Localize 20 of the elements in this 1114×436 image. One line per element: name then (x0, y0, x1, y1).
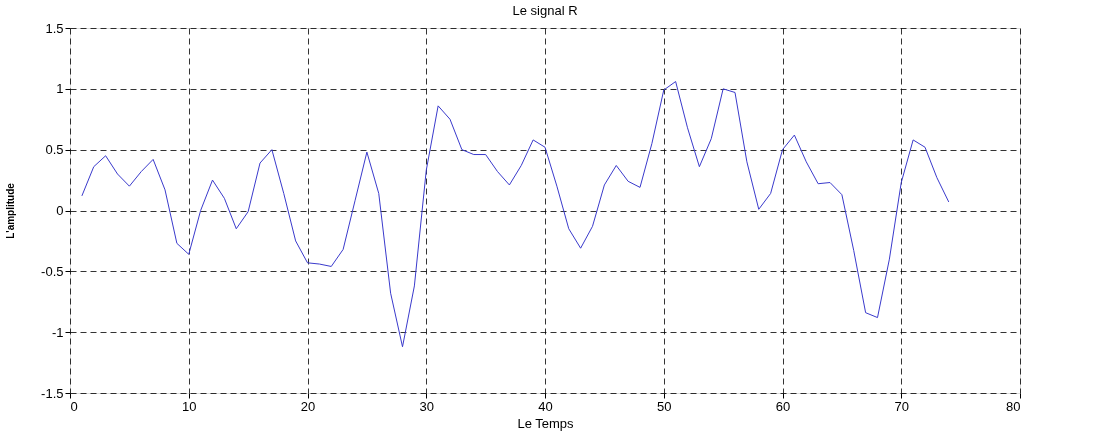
y-tick-label: -1 (51, 324, 64, 340)
x-tick-label: 20 (300, 398, 316, 414)
y-tick-label: -1.5 (41, 385, 64, 401)
x-tick-label: 30 (419, 398, 434, 414)
y-tick-label: 0.5 (45, 142, 64, 158)
x-axis-title: Le Temps (517, 415, 575, 431)
y-tick-label: 0 (56, 203, 64, 218)
x-tick-label: 40 (538, 398, 553, 414)
x-tick-label: 60 (775, 398, 791, 414)
y-tick-label: -0.5 (41, 263, 64, 279)
y-tick-label: 1.5 (45, 20, 64, 36)
y-tick-label: 1 (56, 81, 64, 97)
chart-title: Le signal R (512, 3, 578, 18)
x-tick-label: 70 (894, 398, 909, 414)
x-tick-label: 80 (1006, 398, 1021, 414)
x-tick-label: 50 (657, 398, 672, 414)
y-axis-title: L'amplitude (5, 182, 17, 239)
line-series (81, 81, 950, 348)
x-tick-label: 0 (70, 398, 78, 414)
x-tick-label: 10 (182, 398, 197, 414)
